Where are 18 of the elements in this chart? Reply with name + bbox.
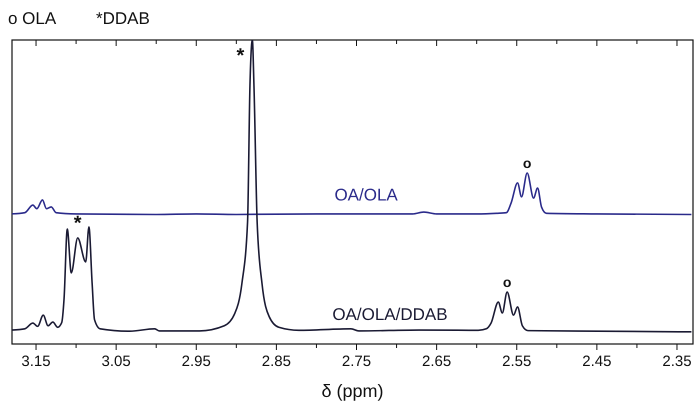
annotation: o [522, 155, 532, 171]
series-label: OA/OLA/DDAB [332, 304, 448, 324]
x-tick-label: 3.15 [21, 353, 51, 370]
x-axis-title: δ (ppm) [321, 381, 384, 401]
x-tick-label: 2.45 [582, 353, 612, 370]
annotation: * [74, 212, 82, 235]
series-label: OA/OLA [334, 185, 398, 204]
annotation: * [236, 45, 244, 67]
x-tick-label: 2.75 [342, 353, 372, 370]
annotation: o [502, 274, 512, 290]
text: o OLA [8, 9, 57, 28]
x-tick-label: 3.05 [102, 353, 131, 370]
x-tick-label: 2.65 [422, 353, 452, 370]
x-tick-label: 2.85 [262, 353, 291, 370]
x-tick-label: 2.95 [182, 353, 211, 370]
x-tick-label: 2.35 [662, 353, 692, 370]
x-tick-label: 2.55 [502, 353, 532, 370]
text: *DDAB [96, 9, 150, 28]
